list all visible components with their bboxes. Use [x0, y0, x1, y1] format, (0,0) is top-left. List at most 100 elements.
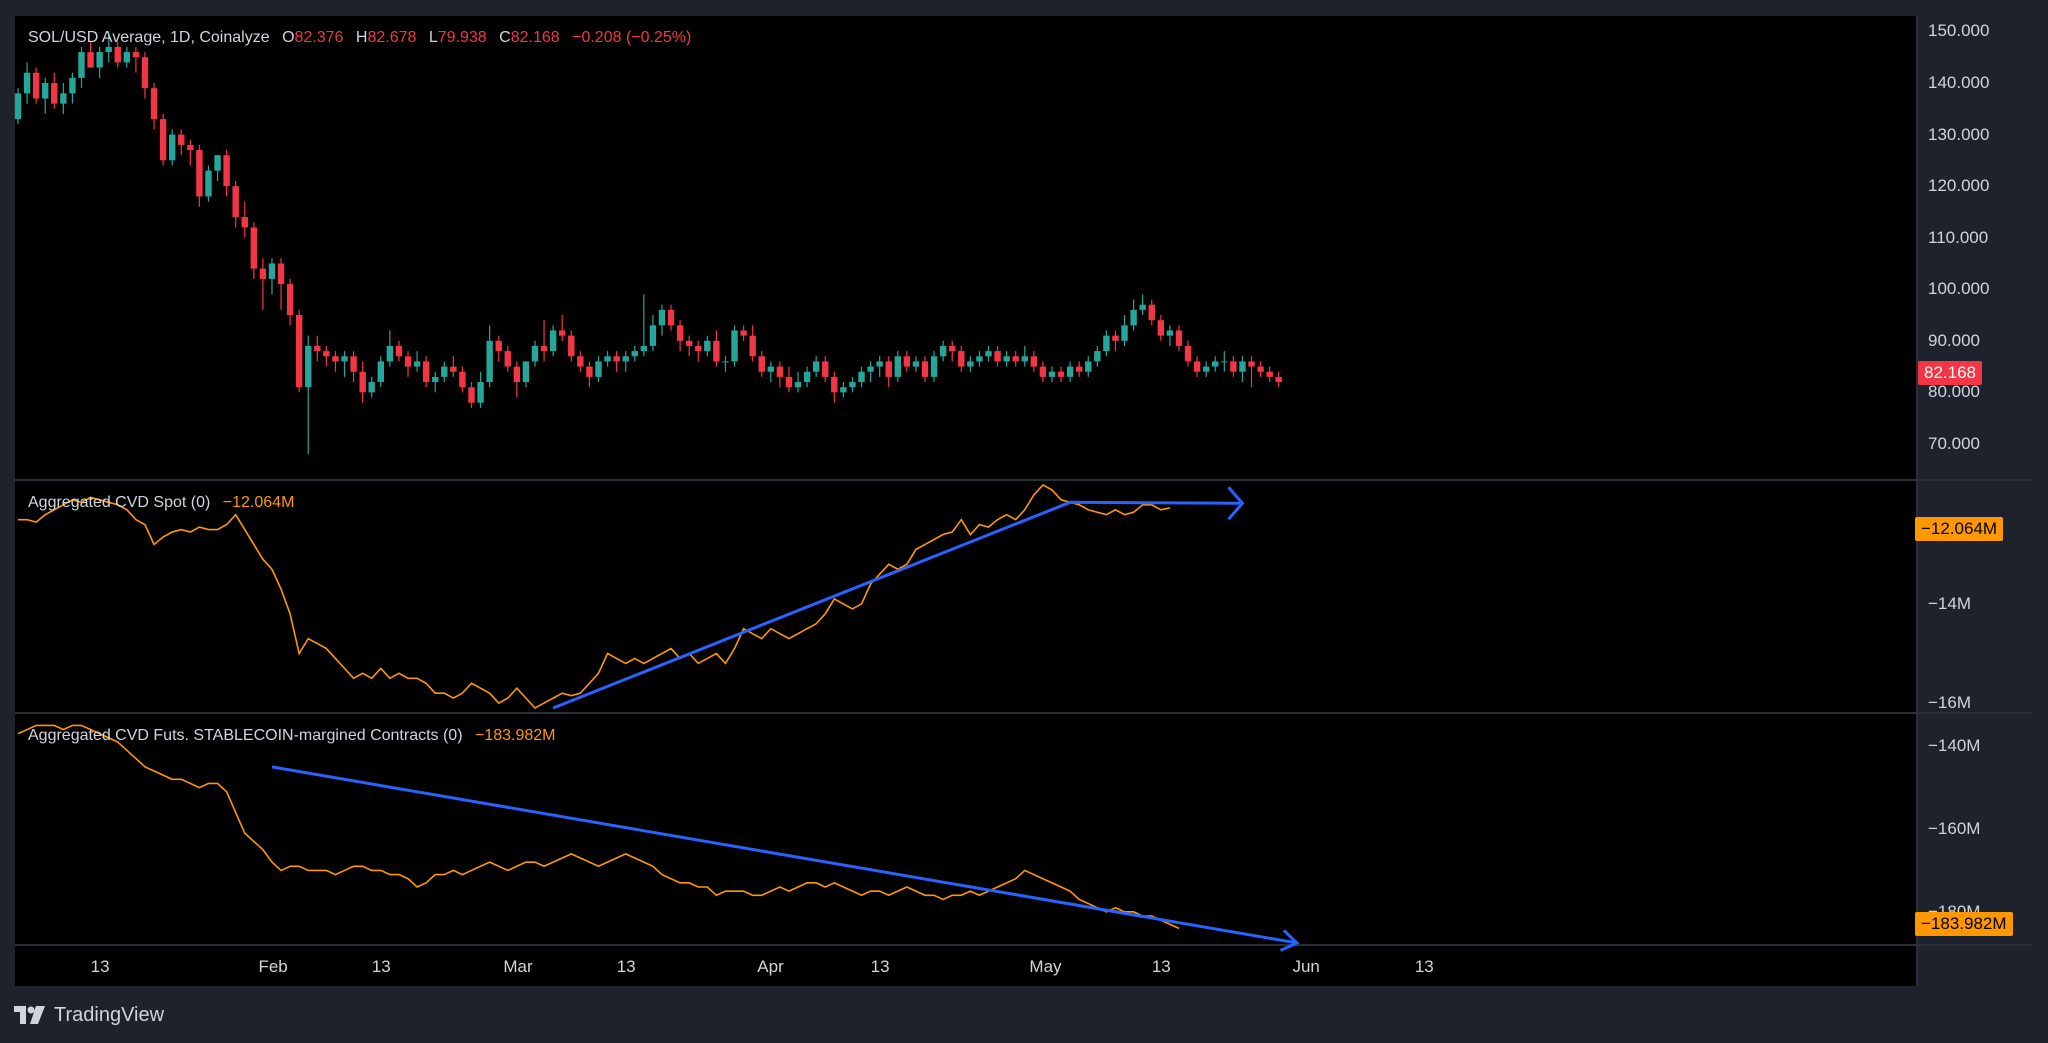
candle — [613, 351, 620, 372]
candle — [1085, 356, 1092, 377]
candle — [1184, 340, 1192, 367]
candle — [241, 201, 248, 238]
price-legend-title: SOL/USD Average, 1D, Coinalyze — [28, 29, 270, 46]
candle-body — [631, 351, 638, 357]
candle — [749, 325, 756, 362]
candle-body — [803, 371, 811, 383]
candle — [713, 330, 720, 367]
candle — [1003, 351, 1010, 367]
candle — [740, 325, 747, 341]
candle — [577, 351, 584, 372]
candle — [649, 315, 657, 352]
candle — [60, 83, 67, 114]
candle — [87, 41, 94, 68]
candle — [722, 356, 729, 372]
candle-body — [1139, 304, 1146, 310]
candle-body — [132, 52, 140, 58]
candle — [386, 330, 394, 367]
candle — [640, 294, 648, 357]
low-value: 79.938 — [437, 29, 487, 46]
candle-body — [958, 351, 965, 367]
candle-body — [23, 72, 31, 94]
candle — [967, 356, 974, 372]
candle-body — [994, 351, 1001, 362]
candle — [1139, 294, 1146, 316]
spot-cvd-line — [18, 483, 1171, 710]
candle-body — [604, 356, 611, 362]
candle-body — [468, 387, 475, 403]
candle-body — [314, 345, 321, 352]
candle-body — [1166, 330, 1174, 336]
candle — [159, 113, 167, 166]
candle-body — [295, 315, 303, 388]
candle — [586, 361, 593, 388]
candle-body — [1003, 356, 1010, 362]
candle — [14, 88, 22, 125]
candle — [976, 351, 983, 367]
candle-body — [586, 366, 593, 377]
candle — [1012, 351, 1019, 367]
candle-body — [903, 356, 911, 367]
time-axis-label: Mar — [503, 957, 533, 976]
candle-body — [622, 356, 629, 362]
candle — [395, 340, 403, 362]
candle — [441, 361, 448, 383]
candle-body — [676, 325, 684, 341]
candle-body — [695, 345, 702, 352]
candle — [513, 361, 521, 398]
candle — [323, 345, 330, 367]
candle — [1239, 356, 1246, 383]
spot-trend-arrowhead — [1227, 486, 1245, 521]
candle — [468, 382, 475, 408]
close-value: 82.168 — [510, 29, 560, 46]
candle-body — [921, 361, 929, 377]
candle-body — [776, 366, 784, 377]
candle-body — [450, 366, 457, 372]
price-axis-label: 150.000 — [1928, 21, 1990, 41]
candle — [794, 371, 802, 393]
futs-trend-line — [271, 765, 1298, 945]
time-axis-label: 13 — [1414, 957, 1434, 976]
candle-body — [441, 366, 448, 377]
candle-body — [422, 361, 430, 383]
brand-label: TradingView — [54, 1003, 165, 1026]
candle-body — [1175, 330, 1183, 346]
time-axis-label: May — [1029, 957, 1062, 976]
candle — [831, 371, 838, 403]
candle — [223, 150, 230, 197]
time-axis-label: 13 — [1151, 957, 1171, 976]
candle — [1057, 366, 1065, 383]
candle — [622, 351, 629, 372]
candle-body — [549, 330, 557, 352]
candle — [305, 335, 312, 455]
candle — [985, 345, 992, 362]
candle-body — [758, 356, 765, 372]
spot-trend-line — [552, 500, 1243, 710]
candle-body — [785, 376, 793, 388]
candle — [1094, 345, 1101, 367]
candle — [23, 62, 31, 104]
candle — [1066, 361, 1074, 383]
tradingview-logo[interactable]: TradingView — [14, 1003, 164, 1027]
candle-body — [477, 382, 484, 403]
candle — [939, 340, 947, 362]
candle — [1039, 361, 1047, 383]
candle — [1257, 361, 1264, 377]
candle-body — [495, 340, 502, 352]
candle-body — [277, 263, 285, 285]
candle-body — [404, 356, 412, 367]
price-axis-label: 100.000 — [1928, 279, 1990, 299]
candle-body — [640, 345, 648, 352]
candle — [114, 41, 121, 68]
candle-body — [713, 340, 720, 362]
candle-body — [840, 387, 847, 393]
spot-axis-label: −16M — [1928, 693, 1971, 713]
candle — [314, 335, 321, 362]
candle — [949, 340, 956, 362]
tradingview-icon — [14, 1006, 45, 1024]
candle-body — [912, 361, 920, 367]
candle — [286, 278, 294, 326]
candle-body — [332, 356, 339, 362]
candle — [51, 72, 58, 109]
